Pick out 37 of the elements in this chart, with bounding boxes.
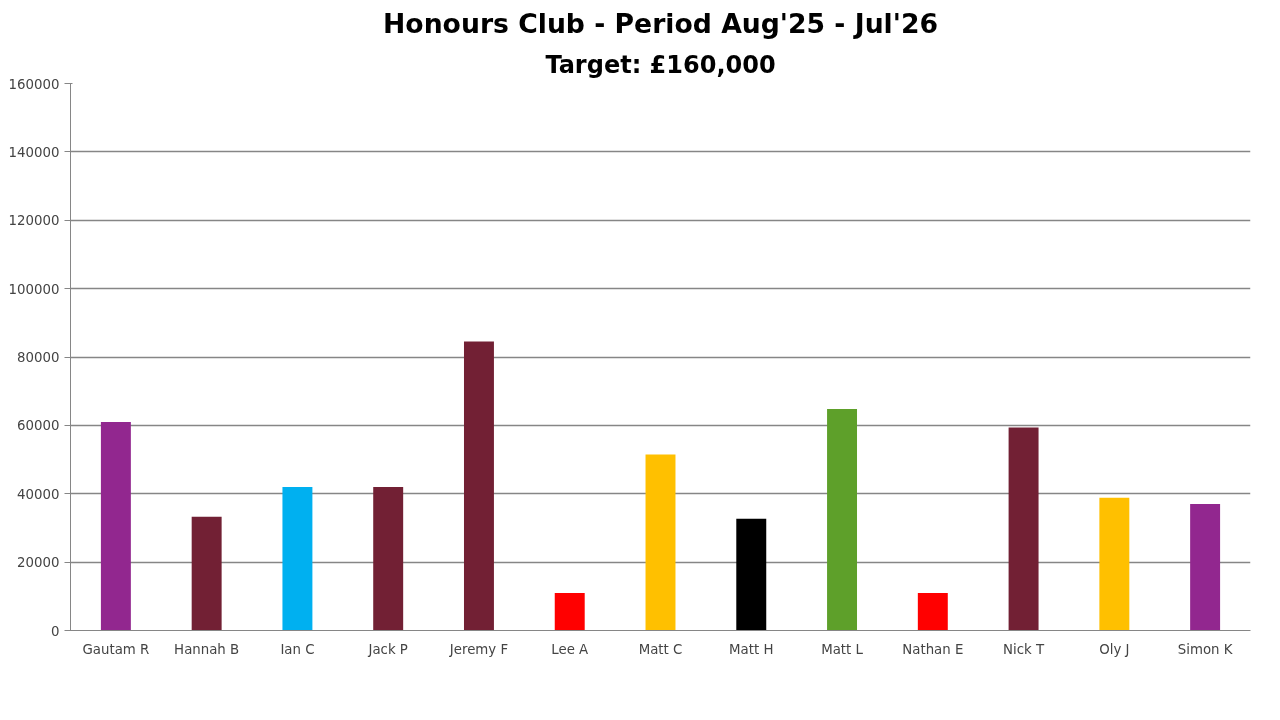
x-tick-label: Ian C — [280, 641, 315, 657]
y-tick-label: 160000 — [8, 76, 60, 92]
x-tick-label: Matt H — [729, 641, 774, 657]
x-tick-label: Lee A — [551, 641, 589, 657]
bar — [827, 408, 858, 631]
bar — [100, 421, 131, 631]
bar — [554, 592, 585, 631]
x-tick-label: Jack P — [367, 641, 408, 657]
bar — [645, 454, 676, 631]
x-tick-label: Gautam R — [82, 641, 150, 657]
bar — [736, 518, 767, 631]
x-tick-label: Matt C — [638, 641, 683, 657]
bar — [917, 592, 948, 631]
y-tick-label: 80000 — [17, 350, 60, 365]
y-tick-label: 0 — [51, 623, 60, 639]
x-tick-label: Nick T — [1003, 641, 1045, 657]
y-tick-label: 140000 — [8, 144, 60, 160]
chart-subtitle: Target: £160,000 — [545, 50, 776, 79]
y-tick-label: 60000 — [17, 418, 60, 434]
x-tick-label: Matt L — [821, 641, 864, 657]
bar — [1190, 504, 1221, 631]
bar — [282, 486, 313, 631]
bar — [373, 486, 404, 631]
chart-title: Honours Club - Period Aug'25 - Jul'26 — [383, 7, 938, 39]
y-tick-label: 120000 — [8, 213, 60, 229]
x-tick-label: Nathan E — [902, 641, 964, 657]
x-tick-label: Simon K — [1177, 641, 1234, 657]
bar — [1008, 427, 1039, 631]
x-tick-label: Oly J — [1099, 641, 1130, 657]
y-tick-label: 100000 — [8, 281, 60, 297]
bar — [1099, 497, 1130, 631]
y-tick-label: 20000 — [17, 555, 60, 571]
x-tick-label: Hannah B — [174, 641, 240, 657]
bar — [463, 341, 494, 631]
y-tick-label: 40000 — [17, 486, 60, 502]
bar — [191, 516, 222, 631]
x-tick-label: Jeremy F — [448, 641, 509, 657]
